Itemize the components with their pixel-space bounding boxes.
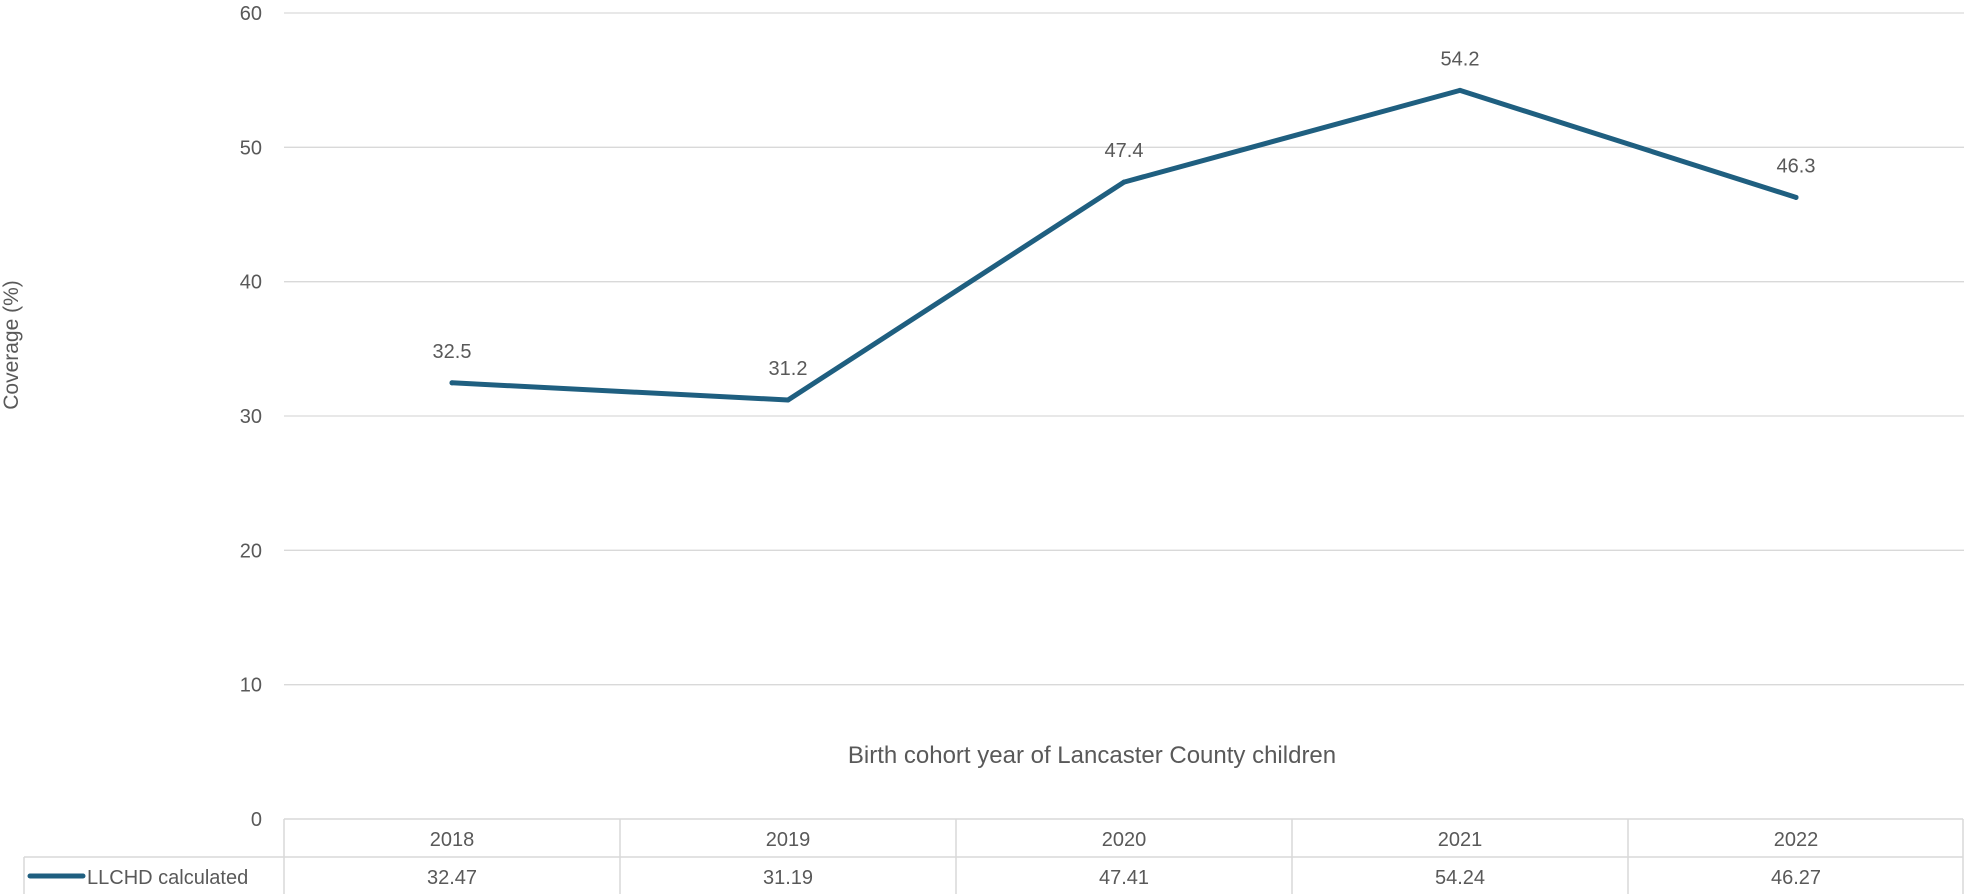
y-tick-label: 0: [251, 809, 262, 831]
x-tick-label: 2019: [766, 829, 811, 851]
data-point: [1457, 87, 1463, 93]
y-tick-label: 50: [240, 137, 262, 159]
data-point: [785, 397, 791, 403]
legend-label: LLCHD calculated: [87, 867, 248, 889]
data-table: 2018 2019 2020 2021 2022 32.47 31.19 47.41 54.24…: [23, 818, 1964, 894]
x-tick-label: 2021: [1438, 829, 1483, 851]
x-tick-label: 2022: [1774, 829, 1819, 851]
y-axis-ticks: 0 10 20 30 40 50 60: [240, 3, 262, 831]
x-axis-label: Birth cohort year of Lancaster County ch…: [848, 742, 1336, 769]
y-tick-label: 60: [240, 3, 262, 25]
data-label: 54.2: [1441, 48, 1480, 70]
table-cell-value: 32.47: [427, 867, 477, 889]
y-axis-label: Coverage (%): [0, 280, 23, 410]
table-cell-value: 31.19: [763, 867, 813, 889]
y-tick-label: 20: [240, 540, 262, 562]
series-line-llchd-calculated: [449, 87, 1799, 403]
table-cell-value: 54.24: [1435, 867, 1485, 889]
table-cell-value: 46.27: [1771, 867, 1821, 889]
data-point: [449, 380, 455, 386]
y-tick-label: 40: [240, 272, 262, 294]
table-cell-value: 47.41: [1099, 867, 1149, 889]
y-tick-label: 10: [240, 675, 262, 697]
y-tick-label: 30: [240, 406, 262, 428]
data-labels: 32.5 31.2 47.4 54.2 46.3: [433, 48, 1816, 380]
data-label: 46.3: [1777, 155, 1816, 177]
data-label: 31.2: [769, 358, 808, 380]
x-tick-label: 2020: [1102, 829, 1147, 851]
data-point: [1793, 194, 1799, 200]
data-point: [1121, 179, 1127, 185]
gridlines: [284, 12, 1964, 686]
data-label: 32.5: [433, 341, 472, 363]
data-label: 47.4: [1105, 140, 1144, 162]
x-tick-label: 2018: [430, 829, 475, 851]
series-line-group: [449, 87, 1799, 403]
